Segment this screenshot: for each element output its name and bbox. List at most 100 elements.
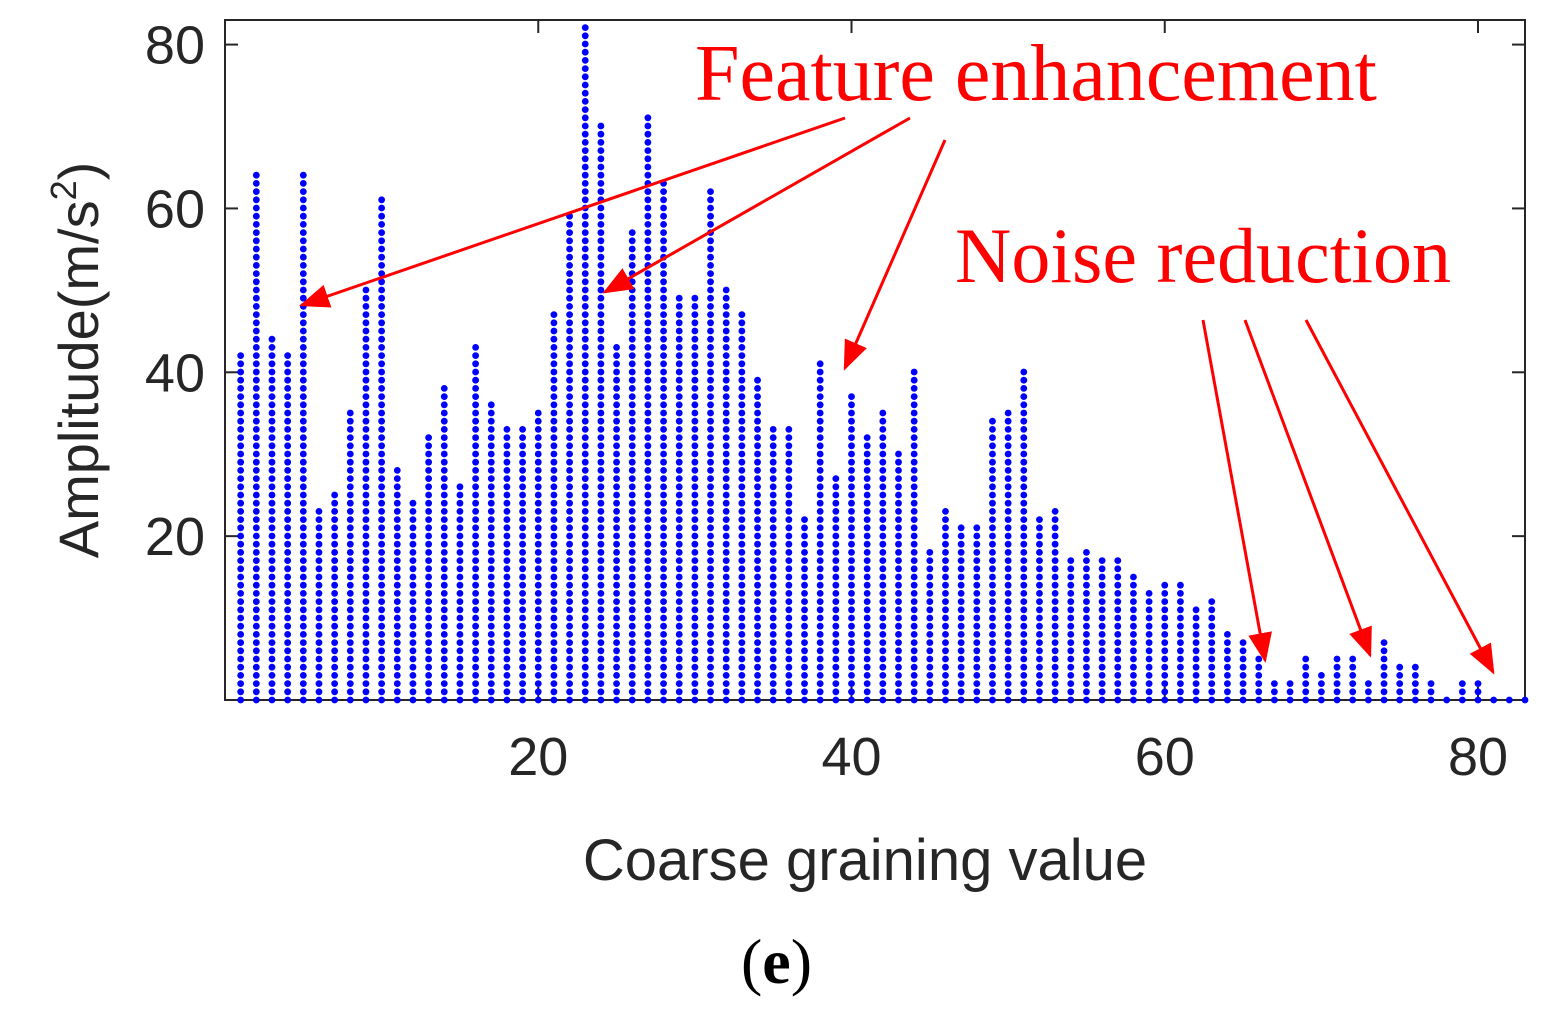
stem-marker <box>1020 590 1028 597</box>
stem-marker <box>550 393 558 400</box>
stem-marker <box>989 655 996 663</box>
stem-marker <box>722 532 730 540</box>
stem-marker <box>738 483 746 491</box>
stem-marker <box>284 458 292 466</box>
stem-point <box>1239 639 1247 704</box>
stem-marker <box>550 450 558 458</box>
stem-marker <box>863 680 871 687</box>
stem-point <box>1411 663 1419 704</box>
stem-marker <box>1255 663 1263 671</box>
stem-marker <box>456 532 464 540</box>
stem-marker <box>660 672 667 679</box>
stem-marker <box>237 426 245 433</box>
stem-marker <box>534 696 542 704</box>
stem-marker <box>581 352 589 359</box>
stem-marker <box>722 360 730 368</box>
stem-marker <box>566 540 573 548</box>
y-axis-label-sup: 2 <box>43 180 84 200</box>
stem-marker <box>284 417 292 425</box>
stem-marker <box>1098 606 1106 614</box>
stem-marker <box>754 442 761 450</box>
stem-marker <box>456 573 464 581</box>
stem-marker <box>785 508 793 515</box>
stem-point <box>503 426 511 704</box>
stem-marker <box>378 278 386 286</box>
stem-marker <box>816 467 824 474</box>
stem-marker <box>1004 557 1012 564</box>
stem-marker <box>832 581 840 589</box>
stem-marker <box>738 499 746 507</box>
stem-marker <box>503 606 511 614</box>
stem-marker <box>268 401 276 409</box>
stem-marker <box>785 532 793 540</box>
stem-marker <box>331 639 339 646</box>
stem-marker <box>707 663 714 671</box>
stem-marker <box>378 385 386 392</box>
stem-marker <box>707 688 714 696</box>
stem-marker <box>237 393 245 400</box>
stem-marker <box>440 393 448 400</box>
stem-marker <box>879 647 887 655</box>
stem-marker <box>675 622 683 630</box>
stem-marker <box>534 491 542 499</box>
stem-marker <box>691 352 699 359</box>
stem-marker <box>1036 614 1043 622</box>
stem-marker <box>597 598 605 605</box>
stem-marker <box>628 598 636 605</box>
stem-marker <box>722 680 730 687</box>
stem-marker <box>1004 639 1012 646</box>
stem-marker <box>769 450 777 458</box>
stem-marker <box>707 573 714 581</box>
stem-marker <box>534 417 542 425</box>
stem-marker <box>942 573 949 581</box>
stem-marker <box>801 639 808 646</box>
stem-marker <box>895 631 902 638</box>
stem-marker <box>237 385 245 392</box>
stem-marker <box>566 393 573 400</box>
stem-marker <box>628 663 636 671</box>
stem-marker <box>1020 491 1028 499</box>
stem-marker <box>848 532 855 540</box>
stem-marker <box>816 573 824 581</box>
stem-marker <box>597 672 605 679</box>
stem-point <box>299 171 307 704</box>
stem-marker <box>738 573 746 581</box>
stem-marker <box>534 549 542 556</box>
stem-marker <box>378 467 386 474</box>
stem-marker <box>456 549 464 556</box>
stem-marker <box>503 590 511 597</box>
stem-marker <box>1349 696 1357 704</box>
stem-marker <box>566 614 573 622</box>
stem-marker <box>754 655 761 663</box>
stem-marker <box>1270 680 1278 687</box>
stem-marker <box>1396 696 1404 704</box>
stem-marker <box>237 696 245 704</box>
stem-marker <box>644 344 652 351</box>
stem-marker <box>534 647 542 655</box>
stem-marker <box>644 360 652 368</box>
stem-marker <box>1114 655 1122 663</box>
stem-marker <box>644 557 652 564</box>
stem-marker <box>1114 590 1122 597</box>
stem-marker <box>346 639 354 646</box>
stem-marker <box>1036 532 1043 540</box>
stem-marker <box>832 557 840 564</box>
stem-marker <box>848 663 855 671</box>
stem-marker <box>284 655 292 663</box>
stem-marker <box>315 590 323 597</box>
stem-marker <box>597 163 605 171</box>
stem-marker <box>472 622 480 630</box>
stem-marker <box>613 417 620 425</box>
stem-marker <box>597 286 605 294</box>
stem-marker <box>299 614 307 622</box>
stem-marker <box>252 352 260 359</box>
stem-marker <box>503 426 511 433</box>
stem-marker <box>848 516 855 523</box>
stem-marker <box>863 524 871 532</box>
stem-marker <box>1208 688 1216 696</box>
stem-marker <box>1036 549 1043 556</box>
stem-marker <box>268 409 276 417</box>
stem-marker <box>346 458 354 466</box>
stem-marker <box>1161 606 1169 614</box>
stem-marker <box>503 540 511 548</box>
